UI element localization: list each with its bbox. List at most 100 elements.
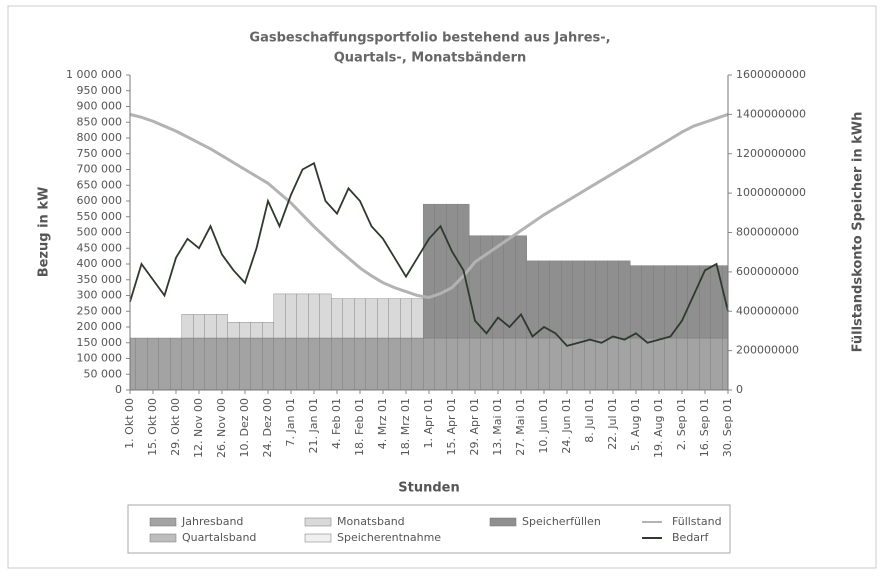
area-segment (331, 298, 343, 339)
y-tick-label: 650 000 (77, 178, 123, 191)
y-tick-label: 1 000 000 (66, 68, 122, 81)
area-segment (595, 337, 608, 391)
x-tick-label: 12. Nov 00 (192, 398, 205, 458)
area-segment (216, 314, 228, 339)
y2-tick-label: 1400000000 (736, 107, 806, 120)
x-tick-label: 29. Apr 01 (468, 398, 481, 456)
y-tick-label: 350 000 (77, 273, 123, 286)
x-tick-label: 24. Dez 00 (261, 398, 274, 458)
x-tick-label: 8. Jul 01 (583, 398, 596, 443)
area-segment (411, 337, 424, 391)
area-segment (285, 293, 297, 339)
area-segment (285, 337, 297, 391)
area-segment (342, 337, 355, 391)
area-segment (630, 337, 642, 391)
legend-swatch (149, 533, 177, 543)
area-segment (607, 260, 619, 339)
legend-label: Quartalsband (182, 531, 256, 544)
x-tick-label: 4. Mrz 01 (376, 398, 389, 449)
x-tick-label: 4. Feb 01 (330, 398, 343, 449)
area-segment (710, 337, 723, 391)
area-segment (216, 337, 228, 391)
y-tick-label: 600 000 (77, 194, 123, 207)
area-segment (273, 293, 286, 339)
y2-tick-label: 800000000 (736, 226, 799, 239)
area-segment (676, 337, 688, 391)
area-segment (653, 337, 665, 391)
y-tick-label: 950 000 (77, 84, 123, 97)
y-tick-label: 200 000 (77, 320, 123, 333)
area-segment (549, 337, 562, 391)
area-segment (193, 314, 205, 339)
y-tick-label: 0 (115, 383, 122, 396)
x-tick-label: 2. Sep 01 (675, 398, 688, 450)
y2-tick-label: 200000000 (736, 344, 799, 357)
y2-tick-label: 1200000000 (736, 147, 806, 160)
area-segment (319, 293, 332, 339)
y-tick-label: 500 000 (77, 226, 123, 239)
area-segment (595, 260, 608, 339)
area-segment (239, 322, 251, 339)
area-segment (641, 265, 654, 339)
x-tick-label: 18. Feb 01 (353, 398, 366, 456)
y-tick-label: 400 000 (77, 257, 123, 270)
area-segment (262, 337, 274, 391)
area-segment (434, 203, 447, 339)
y-tick-label: 750 000 (77, 147, 123, 160)
area-segment (653, 265, 665, 339)
y-axis-label: Bezug in kW (37, 187, 52, 278)
area-segment (572, 337, 585, 391)
area-segment (273, 337, 286, 391)
area-segment (526, 337, 539, 391)
area-segment (538, 337, 550, 391)
area-segment (584, 260, 596, 339)
area-segment (699, 265, 711, 339)
y-tick-label: 800 000 (77, 131, 123, 144)
y2-tick-label: 1000000000 (736, 186, 806, 199)
area-segment (377, 298, 389, 339)
area-segment (158, 337, 171, 391)
area-segment (181, 314, 194, 339)
area-segment (687, 337, 700, 391)
area-segment (204, 314, 217, 339)
area-segment (377, 337, 389, 391)
x-tick-label: 26. Nov 00 (215, 398, 228, 458)
area-segment (503, 337, 516, 391)
area-segment (446, 337, 458, 391)
y-tick-label: 250 000 (77, 304, 123, 317)
area-segment (181, 337, 194, 391)
legend-box (127, 504, 731, 554)
legend-swatch (304, 533, 332, 543)
legend-label: Speicherfüllen (522, 515, 601, 528)
area-segment (699, 337, 711, 391)
x-tick-label: 19. Aug 01 (652, 398, 665, 458)
area-segment (607, 337, 619, 391)
area-segment (710, 265, 723, 339)
area-segment (630, 265, 642, 339)
x-tick-label: 22. Jul 01 (606, 398, 619, 450)
legend-label: Monatsband (337, 515, 405, 528)
y2-tick-label: 0 (736, 383, 743, 396)
area-segment (296, 337, 309, 391)
area-segment (664, 265, 677, 339)
area-segment (193, 337, 205, 391)
y-tick-label: 700 000 (77, 163, 123, 176)
area-segment (572, 260, 585, 339)
area-segment (618, 337, 631, 391)
y-tick-label: 900 000 (77, 100, 123, 113)
legend-swatch (489, 517, 517, 527)
line (129, 161, 729, 347)
area-segment (584, 337, 596, 391)
y-tick-label: 550 000 (77, 210, 123, 223)
y-tick-label: 300 000 (77, 289, 123, 302)
chart-title: Quartals-, Monatsbändern (334, 51, 527, 66)
area-segment (135, 337, 148, 391)
area-segment (400, 298, 412, 339)
legend-swatch (149, 517, 177, 527)
area-segment (423, 337, 435, 391)
x-tick-label: 27. Mai 01 (514, 398, 527, 456)
area-segment (354, 337, 366, 391)
area-segment (170, 337, 182, 391)
y-tick-label: 100 000 (77, 352, 123, 365)
x-tick-label: 7. Jan 01 (284, 398, 297, 446)
